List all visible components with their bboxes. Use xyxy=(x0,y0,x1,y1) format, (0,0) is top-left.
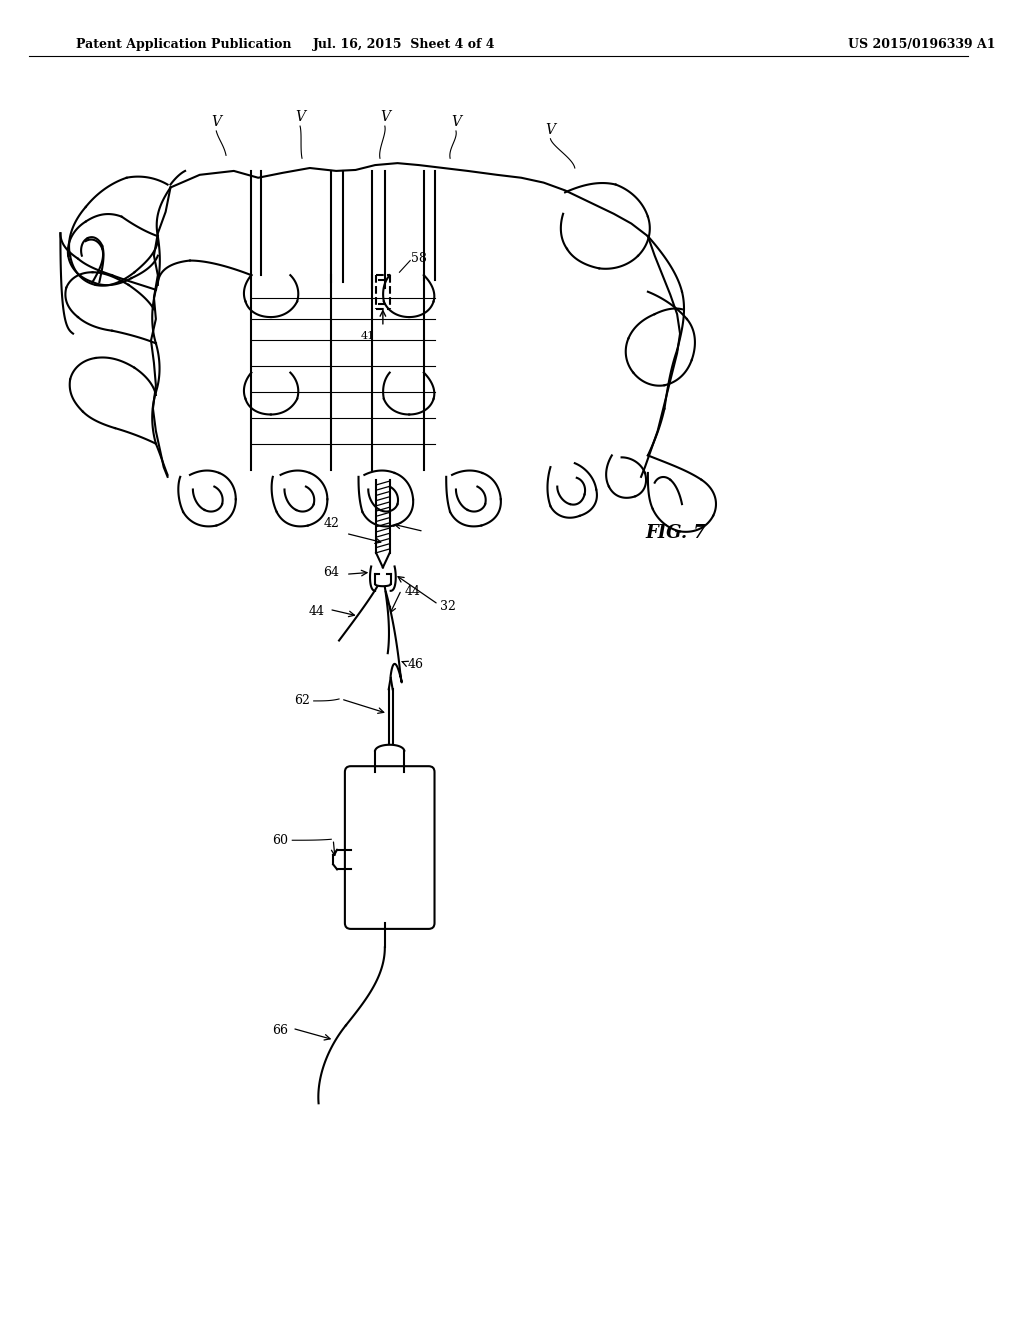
Text: Jul. 16, 2015  Sheet 4 of 4: Jul. 16, 2015 Sheet 4 of 4 xyxy=(313,38,496,51)
Text: 44: 44 xyxy=(308,605,325,618)
Text: 64: 64 xyxy=(323,566,339,578)
Text: 58: 58 xyxy=(412,252,427,265)
Text: US 2015/0196339 A1: US 2015/0196339 A1 xyxy=(848,38,995,51)
Text: V: V xyxy=(295,110,305,124)
Text: 32: 32 xyxy=(440,599,457,612)
Text: 42: 42 xyxy=(324,517,339,531)
Text: 60: 60 xyxy=(272,834,289,846)
Text: V: V xyxy=(451,115,461,129)
Text: Patent Application Publication: Patent Application Publication xyxy=(76,38,292,51)
Text: V: V xyxy=(546,123,555,137)
Text: 66: 66 xyxy=(272,1024,289,1036)
Text: 44: 44 xyxy=(404,585,420,598)
Text: V: V xyxy=(380,110,390,124)
Text: V: V xyxy=(211,115,221,129)
Text: FIG. 7: FIG. 7 xyxy=(645,524,706,543)
Text: 41: 41 xyxy=(360,331,375,341)
Text: 46: 46 xyxy=(408,659,423,672)
Text: 62: 62 xyxy=(294,694,310,708)
